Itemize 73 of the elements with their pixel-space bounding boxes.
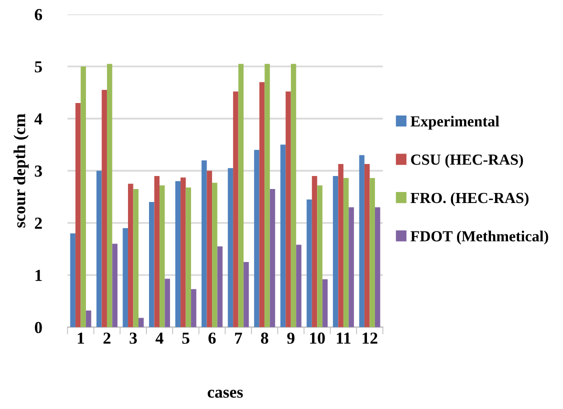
- y-tick-label: 5: [34, 61, 42, 72]
- y-tick-label: 6: [34, 9, 42, 20]
- x-tick-label: 1: [78, 332, 84, 344]
- x-tick-label: 8: [261, 332, 268, 344]
- x-tick-label: 6: [208, 332, 216, 344]
- bar: [212, 182, 218, 328]
- bar: [149, 202, 154, 328]
- bar: [206, 170, 212, 328]
- bar: [106, 64, 112, 328]
- x-tick-label: 4: [156, 332, 164, 344]
- bar: [280, 144, 286, 328]
- bar: [244, 262, 249, 328]
- legend-label: FRO. (HEC-RAS): [410, 192, 528, 206]
- y-tick-label: 4: [34, 113, 42, 124]
- bar: [296, 244, 302, 328]
- bar: [133, 189, 138, 328]
- bar: [286, 91, 291, 328]
- bar: [154, 176, 160, 328]
- bar: [180, 178, 186, 328]
- y-tick-label: 3: [34, 166, 42, 177]
- bar: [290, 64, 296, 328]
- bar: [228, 168, 234, 328]
- x-tick-label: 10: [310, 332, 325, 344]
- bar: [128, 184, 134, 328]
- bar: [359, 155, 364, 328]
- x-axis-title: cases: [208, 390, 243, 398]
- y-axis-title: scour depth (cm: [14, 114, 29, 228]
- bar: [75, 102, 81, 328]
- bar: [343, 178, 349, 328]
- bar: [233, 91, 238, 328]
- legend-label: FDOT (Methmetical): [410, 230, 548, 245]
- y-tick-label: 1: [36, 270, 42, 281]
- x-tick-label: 2: [104, 332, 110, 344]
- bar: [254, 150, 260, 328]
- x-tick-label: 7: [235, 332, 242, 344]
- bar: [175, 181, 181, 328]
- y-tick-label: 0: [34, 322, 42, 334]
- bar: [112, 244, 118, 328]
- bar: [160, 185, 165, 328]
- bar: [317, 185, 322, 328]
- bar: [191, 289, 196, 328]
- x-tick-label: 9: [287, 332, 294, 344]
- legend-label: CSU (HEC-RAS): [411, 154, 523, 168]
- y-tick-label: 2: [34, 218, 42, 229]
- bar: [348, 207, 354, 328]
- bar: [80, 66, 86, 328]
- legend-label: Experimental: [410, 116, 500, 130]
- bar: [186, 187, 192, 328]
- bar: [70, 233, 76, 328]
- bar: [332, 176, 338, 328]
- x-tick-label: 11: [336, 332, 350, 344]
- bar: [312, 176, 318, 328]
- x-tick-label: 3: [130, 332, 137, 344]
- bar: [96, 170, 102, 328]
- bar: [259, 82, 265, 328]
- bar: [164, 278, 170, 328]
- bar: [374, 207, 380, 328]
- bar: [217, 246, 223, 328]
- x-tick-label: 12: [362, 332, 378, 344]
- bar: [338, 164, 344, 328]
- bar: [322, 279, 328, 328]
- bar: [364, 164, 370, 328]
- bar: [270, 189, 276, 328]
- bar: [238, 64, 244, 328]
- bar: [138, 318, 144, 328]
- x-tick-label: 5: [182, 332, 190, 344]
- bar: [370, 178, 375, 328]
- bar: [202, 160, 207, 328]
- bar: [306, 199, 312, 328]
- bar: [102, 90, 107, 328]
- bar: [86, 310, 92, 328]
- bar: [122, 228, 128, 328]
- bar: [264, 64, 270, 328]
